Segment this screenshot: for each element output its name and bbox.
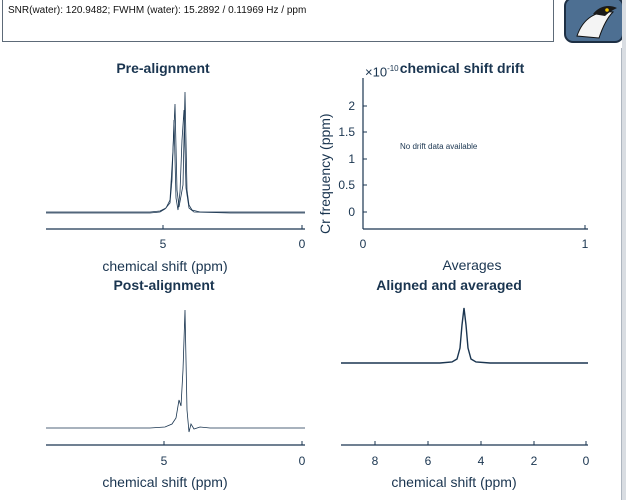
post-xlabel: chemical shift (ppm) — [102, 474, 228, 490]
avg-tick-label-6: 6 — [424, 454, 432, 468]
osprey-bird-icon — [564, 0, 624, 43]
window-edge-line — [621, 48, 622, 500]
drift-ytick-0.5: 0.5 — [338, 178, 355, 192]
info-panel: SNR(water): 120.9482; FWHM (water): 15.2… — [2, 0, 554, 42]
drift-title: chemical shift drift — [399, 60, 525, 76]
pre-tick-label-0: 0 — [298, 237, 306, 251]
avg-tick-label-8: 8 — [371, 454, 379, 468]
pre-tick-label-5: 5 — [159, 237, 167, 251]
avg-tick-label-2: 2 — [530, 454, 538, 468]
post-tick-label-5: 5 — [160, 454, 168, 468]
snr-fwhm-text: SNR(water): 120.9482; FWHM (water): 15.2… — [8, 5, 307, 16]
drift-exponent: ×10-10 — [365, 64, 399, 80]
drift-ytick-0: 0 — [348, 205, 355, 219]
post-spectrum — [46, 309, 305, 433]
aligned-averaged-title: Aligned and averaged — [376, 277, 522, 293]
window-edge — [622, 0, 626, 500]
drift-ytick-1: 1 — [348, 152, 355, 166]
drift-no-data-note: No drift data available — [400, 142, 478, 151]
avg-tick-label-4: 4 — [477, 454, 485, 468]
post-alignment-title: Post-alignment — [113, 277, 215, 293]
pre-alignment-title: Pre-alignment — [116, 60, 210, 76]
avg-tick-label-0: 0 — [582, 454, 590, 468]
avg-spectrum — [341, 307, 588, 364]
drift-xlabel: Averages — [442, 257, 502, 273]
pre-xlabel: chemical shift (ppm) — [102, 258, 228, 274]
post-tick-label-0: 0 — [298, 454, 306, 468]
pre-spectrum-2 — [46, 109, 305, 214]
drift-ytick-2: 2 — [348, 99, 355, 113]
drift-xtick-1: 1 — [581, 237, 589, 251]
avg-xlabel: chemical shift (ppm) — [391, 474, 517, 490]
drift-ytick-1.5: 1.5 — [338, 125, 355, 139]
drift-xtick-0: 0 — [359, 237, 367, 251]
